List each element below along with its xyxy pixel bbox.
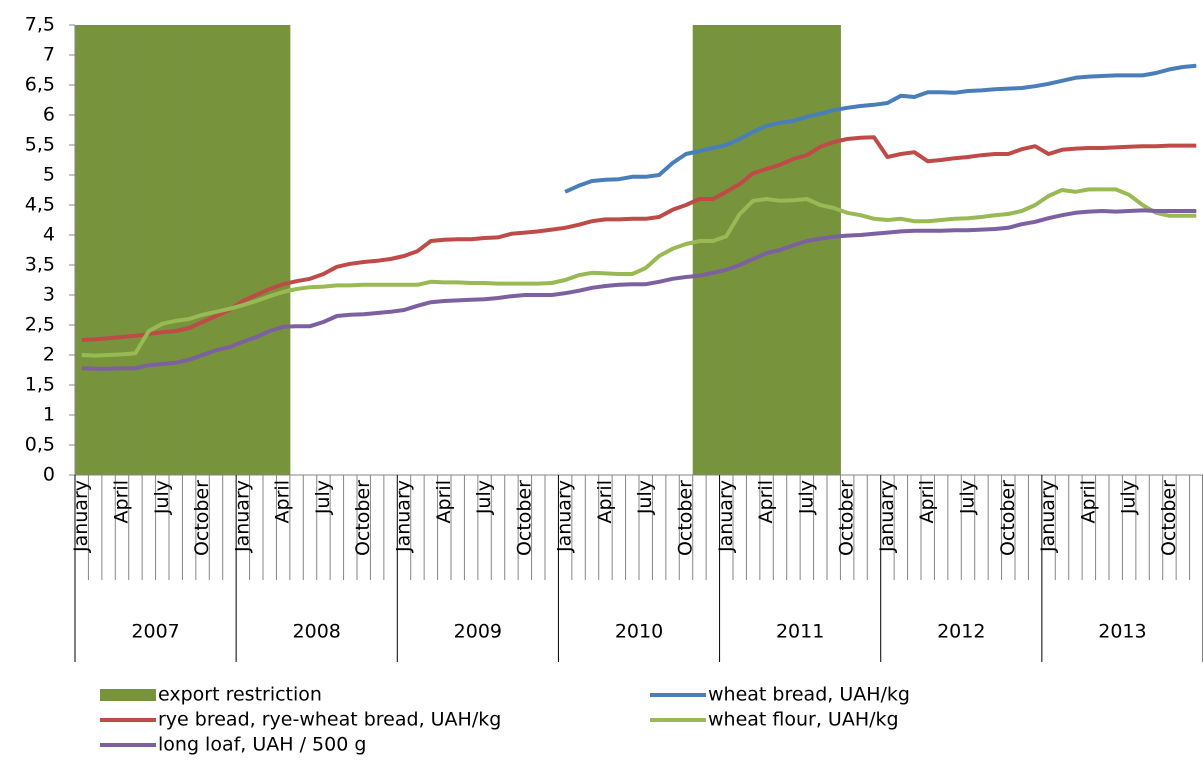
restriction-bar (209, 25, 224, 475)
restriction-bar (101, 25, 116, 475)
y-tick-label: 3 (43, 284, 55, 306)
legend-label: export restriction (158, 684, 322, 706)
y-tick-label: 2 (43, 344, 55, 366)
restriction-bar (719, 25, 734, 475)
x-tick-label: January (70, 480, 92, 553)
y-tick-label: 6,5 (25, 74, 55, 96)
x-tick-label: October (997, 480, 1019, 556)
restriction-bar (169, 25, 183, 475)
x-tick-label: July (957, 480, 979, 515)
y-tick-label: 0,5 (25, 434, 55, 456)
series-line (81, 135, 1197, 342)
series-line (81, 208, 1197, 371)
legend-swatch (100, 689, 156, 701)
series-line (81, 187, 1197, 358)
y-tick-label: 7,5 (25, 14, 55, 36)
x-tick-label: April (594, 480, 616, 523)
year-label: 2008 (293, 621, 341, 643)
x-tick-label: April (111, 480, 133, 523)
legend-label: wheat bread, UAH/kg (708, 684, 910, 706)
series-line (564, 63, 1197, 194)
restriction-bar (746, 25, 761, 475)
restriction-bar (249, 25, 264, 475)
x-tick-label: January (876, 480, 898, 553)
x-tick-label: April (916, 480, 938, 523)
x-tick-label: October (836, 480, 858, 556)
x-tick-label: January (715, 480, 737, 553)
restriction-bar (692, 25, 707, 475)
restriction-bar (155, 25, 170, 475)
restriction-bar (195, 25, 210, 475)
restriction-bar (182, 25, 197, 475)
restriction-bar (88, 25, 103, 475)
y-tick-label: 1 (43, 404, 55, 426)
restriction-bar (786, 25, 801, 475)
y-tick-label: 4 (43, 224, 55, 246)
restriction-bar (813, 25, 828, 475)
y-tick-label: 5,5 (25, 134, 55, 156)
y-tick-label: 0 (43, 464, 55, 486)
x-tick-label: April (1077, 480, 1099, 523)
y-tick-label: 3,5 (25, 254, 55, 276)
x-tick-label: July (795, 480, 817, 515)
x-tick-label: April (755, 480, 777, 523)
year-label: 2013 (1098, 621, 1146, 643)
x-tick-label: July (151, 480, 173, 515)
y-tick-label: 7 (43, 44, 55, 66)
x-tick-label: January (554, 480, 576, 553)
restriction-bar (236, 25, 251, 475)
restriction-bar (759, 25, 774, 475)
x-tick-label: July (1118, 480, 1140, 515)
x-tick-label: October (675, 480, 697, 556)
year-label: 2010 (615, 621, 663, 643)
legend-label: long loaf, UAH / 500 g (158, 734, 366, 756)
restriction-bar (75, 25, 89, 475)
year-label: 2012 (937, 621, 985, 643)
x-tick-label: April (272, 480, 294, 523)
x-tick-label: April (433, 480, 455, 523)
y-tick-label: 1,5 (25, 374, 55, 396)
restriction-bar (263, 25, 277, 475)
y-tick-label: 6 (43, 104, 55, 126)
x-tick-label: January (231, 480, 253, 553)
x-tick-label: October (352, 480, 374, 556)
restriction-bar (800, 25, 815, 475)
year-label: 2007 (131, 621, 179, 643)
x-tick-label: July (312, 480, 334, 515)
restriction-bar (115, 25, 130, 475)
y-tick-label: 5 (43, 164, 55, 186)
x-tick-label: October (191, 480, 213, 556)
legend-label: rye bread, rye-wheat bread, UAH/kg (158, 709, 501, 731)
restriction-bar (222, 25, 237, 475)
year-label: 2009 (454, 621, 502, 643)
restriction-bar (128, 25, 143, 475)
year-label: 2011 (776, 621, 824, 643)
restriction-bar (733, 25, 747, 475)
y-tick-label: 2,5 (25, 314, 55, 336)
x-tick-label: October (513, 480, 535, 556)
x-tick-label: January (393, 480, 415, 553)
x-tick-label: January (1037, 480, 1059, 553)
x-tick-label: July (473, 480, 495, 515)
x-tick-label: October (1158, 480, 1180, 556)
x-tick-label: July (634, 480, 656, 515)
restriction-bar (276, 25, 291, 475)
restriction-bar (706, 25, 721, 475)
y-tick-label: 4,5 (25, 194, 55, 216)
legend-label: wheat flour, UAH/kg (708, 709, 899, 731)
restriction-bar (827, 25, 841, 475)
restriction-bar (142, 25, 157, 475)
